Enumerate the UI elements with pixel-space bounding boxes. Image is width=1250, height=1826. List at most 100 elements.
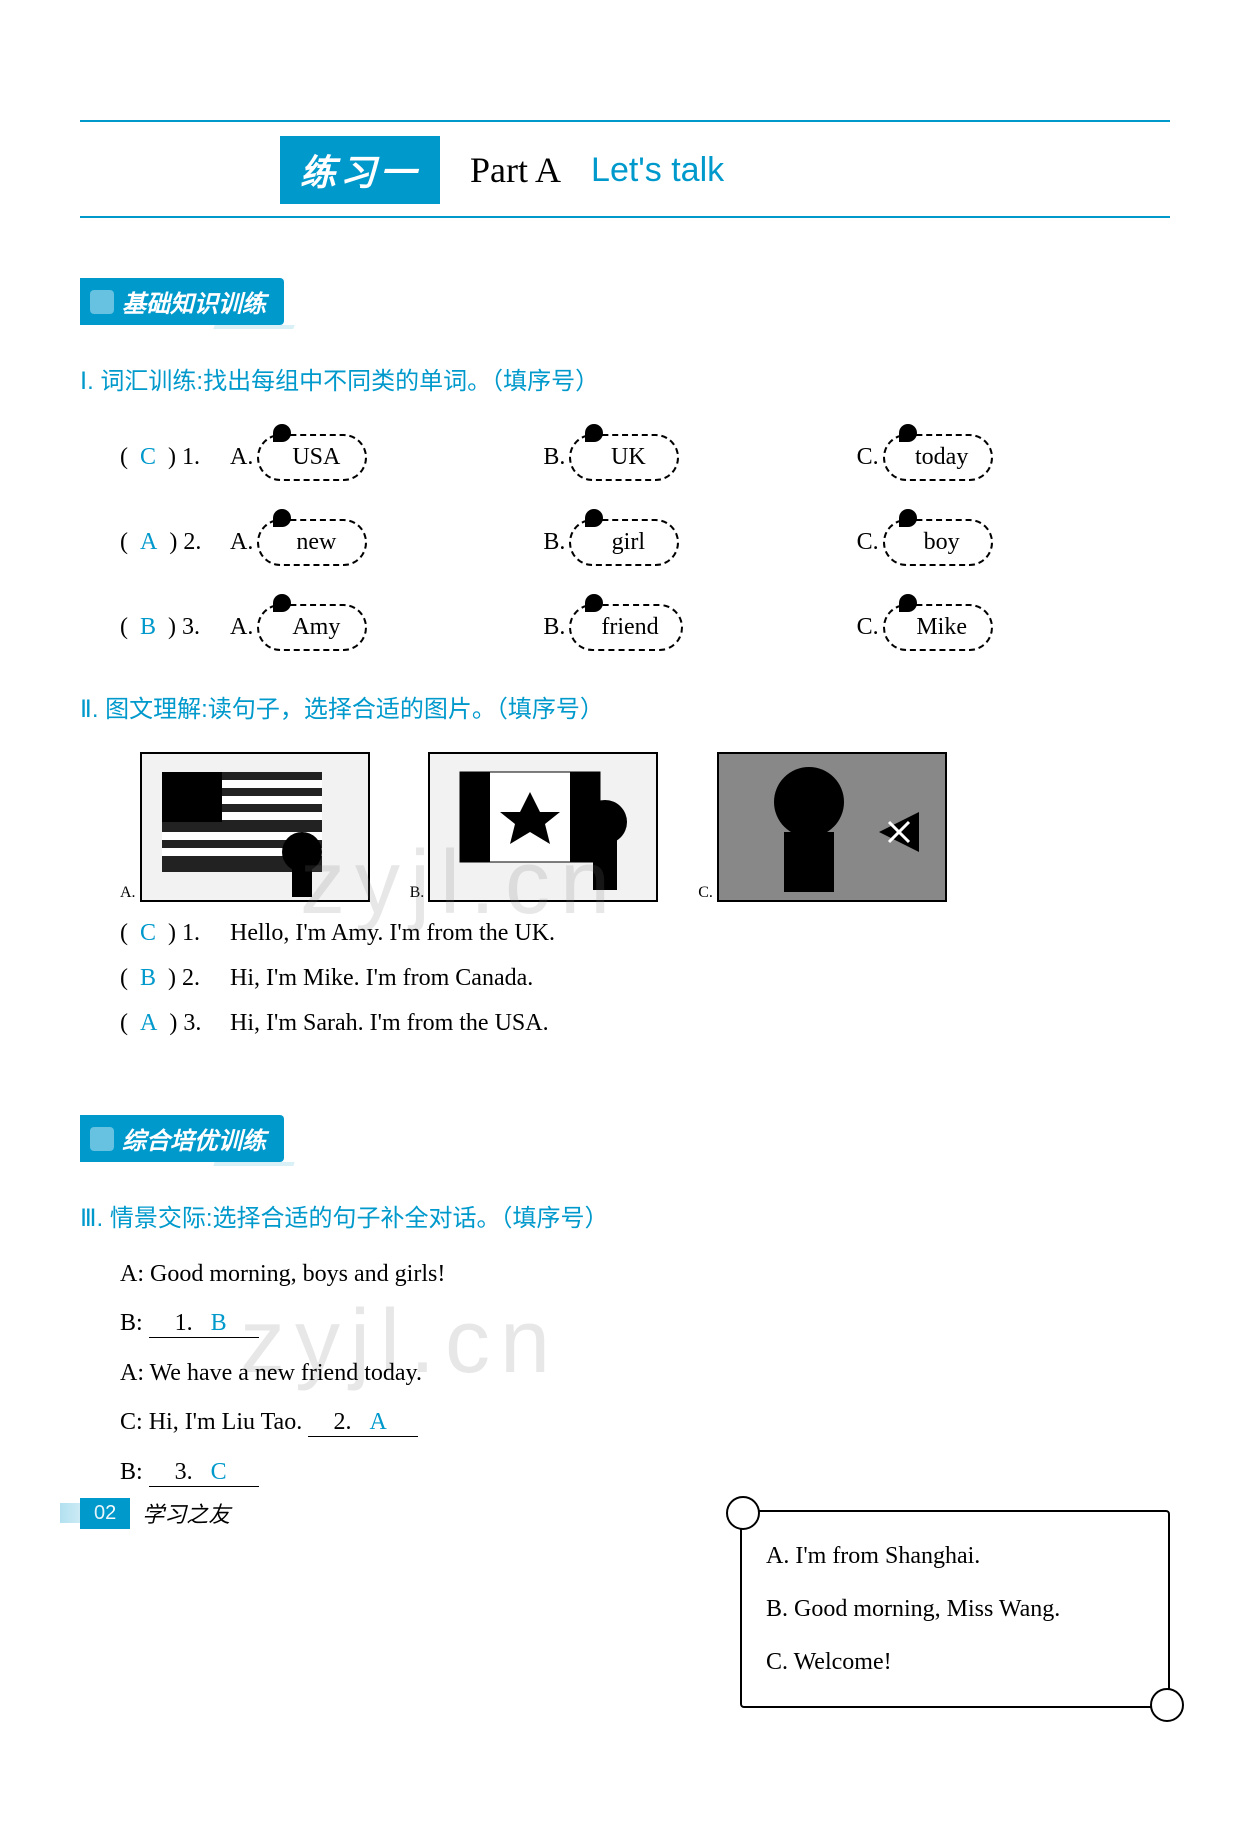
qnum: 3. [183, 1010, 201, 1037]
image-option-a: A. [120, 752, 370, 902]
dialog-line-4: C: Hi, I'm Liu Tao. 2. A [120, 1409, 1170, 1437]
image-option-b: B. [410, 752, 659, 902]
usa-flag-illustration [142, 752, 368, 902]
answer-slot[interactable]: ( B ) 2. [120, 965, 230, 992]
banner-text: 基础知识训练 [122, 284, 266, 319]
utterance: Good morning, boys and girls! [150, 1261, 445, 1287]
sentence: Hi, I'm Sarah. I'm from the USA. [230, 1010, 549, 1037]
qnum: 2. [183, 529, 201, 556]
ex2-item-1: ( C ) 1. Hello, I'm Amy. I'm from the UK… [120, 920, 1170, 947]
qnum: 1. [182, 920, 200, 947]
banner-icon [90, 290, 114, 314]
word-bubble: girl [569, 519, 679, 566]
word-bubble: new [257, 519, 367, 566]
image-options-row: A. B. [120, 752, 1170, 902]
word-bubble: today [883, 434, 993, 481]
word-bubble: Amy [257, 604, 367, 651]
image-box [428, 752, 658, 902]
answer: B [205, 1310, 233, 1336]
ex1-row-3: ( B ) 3. A.Amy B.friend C.Mike [120, 604, 1170, 651]
word-bubble: friend [569, 604, 682, 651]
img-label: B. [410, 884, 425, 902]
ex2-instruction: Ⅱ. 图文理解:读句子，选择合适的图片。（填序号） [80, 689, 1170, 724]
answer-slot[interactable]: ( B ) 3. [120, 614, 230, 641]
img-label: C. [698, 884, 713, 902]
uk-flag-illustration [719, 752, 945, 902]
footer-title: 学习之友 [142, 1497, 230, 1529]
answer: B [134, 614, 162, 641]
utterance: Hi, I'm Liu Tao. [149, 1409, 303, 1435]
footer-decoration [60, 1503, 120, 1523]
qnum: 2. [182, 965, 200, 992]
dialog-block: zyjl.cn A: Good morning, boys and girls!… [120, 1261, 1170, 1487]
answer: C [134, 920, 162, 947]
speaker: C: [120, 1409, 149, 1435]
speaker: B: [120, 1310, 149, 1336]
speaker: B: [120, 1459, 149, 1485]
answer: A [134, 1010, 163, 1037]
ex2-item-3: ( A ) 3. Hi, I'm Sarah. I'm from the USA… [120, 1010, 1170, 1037]
header-part: Part A [470, 149, 561, 191]
ex2-item-2: ( B ) 2. Hi, I'm Mike. I'm from Canada. [120, 965, 1170, 992]
exercise-badge: 练习一 [280, 136, 440, 204]
sentence: Hi, I'm Mike. I'm from Canada. [230, 965, 533, 992]
qnum: 1. [182, 444, 200, 471]
header: 练习一 Part A Let's talk [80, 128, 1170, 218]
blank-num: 2. [334, 1409, 352, 1435]
blank-2[interactable]: 2. A [308, 1409, 418, 1437]
blank-3[interactable]: 3. C [149, 1459, 259, 1487]
answer: C [205, 1459, 233, 1485]
answer: A [364, 1409, 393, 1435]
answer: C [134, 444, 162, 471]
option-b: B.girl [543, 519, 836, 566]
option-a: A.Amy [230, 604, 523, 651]
word-bubble: UK [569, 434, 679, 481]
option-b: B. Good morning, Miss Wang. [766, 1583, 1144, 1636]
answer: B [134, 965, 162, 992]
ex1-row-1: ( C ) 1. A.USA B.UK C.today [120, 434, 1170, 481]
answer-slot[interactable]: ( C ) 1. [120, 444, 230, 471]
speaker: A: [120, 1360, 150, 1386]
img-label: A. [120, 884, 136, 902]
answer-slot[interactable]: ( A ) 3. [120, 1010, 230, 1037]
speaker: A: [120, 1261, 150, 1287]
blank-num: 1. [175, 1310, 193, 1336]
dialog-line-2: B: 1. B [120, 1310, 1170, 1338]
answer-slot[interactable]: ( A ) 2. [120, 529, 230, 556]
word-bubble: USA [257, 434, 367, 481]
banner-icon [90, 1127, 114, 1151]
option-c: C.today [857, 434, 1150, 481]
answer: A [134, 529, 163, 556]
dialog-line-3: A: We have a new friend today. [120, 1360, 1170, 1387]
image-box [717, 752, 947, 902]
word-bubble: Mike [883, 604, 993, 651]
utterance: We have a new friend today. [150, 1360, 422, 1386]
footer: 02 学习之友 [80, 1497, 230, 1529]
word-bubble: boy [883, 519, 993, 566]
basic-training-banner: 基础知识训练 [80, 278, 284, 325]
page-root: 练习一 Part A Let's talk 基础知识训练 Ⅰ. 词汇训练:找出每… [0, 0, 1250, 1569]
banner-text: 综合培优训练 [122, 1121, 266, 1156]
options-scroll: A. I'm from Shanghai. B. Good morning, M… [740, 1510, 1170, 1708]
header-rule [80, 120, 1170, 122]
dialog-line-5: B: 3. C [120, 1459, 1170, 1487]
header-lets-talk: Let's talk [591, 151, 724, 190]
image-box [140, 752, 370, 902]
sentence: Hello, I'm Amy. I'm from the UK. [230, 920, 555, 947]
answer-slot[interactable]: ( C ) 1. [120, 920, 230, 947]
option-a: A. I'm from Shanghai. [766, 1530, 1144, 1583]
option-c: C. Welcome! [766, 1636, 1144, 1689]
advanced-training-banner: 综合培优训练 [80, 1115, 284, 1162]
ex1-instruction: Ⅰ. 词汇训练:找出每组中不同类的单词。（填序号） [80, 361, 1170, 396]
dialog-line-1: A: Good morning, boys and girls! [120, 1261, 1170, 1288]
option-c: C.Mike [857, 604, 1150, 651]
blank-1[interactable]: 1. B [149, 1310, 259, 1338]
option-c: C.boy [857, 519, 1150, 566]
ex1-row-2: ( A ) 2. A.new B.girl C.boy [120, 519, 1170, 566]
option-a: A.USA [230, 434, 523, 481]
canada-flag-illustration [430, 752, 656, 902]
blank-num: 3. [175, 1459, 193, 1485]
ex3-instruction: Ⅲ. 情景交际:选择合适的句子补全对话。（填序号） [80, 1198, 1170, 1233]
option-b: B.friend [543, 604, 836, 651]
qnum: 3. [182, 614, 200, 641]
